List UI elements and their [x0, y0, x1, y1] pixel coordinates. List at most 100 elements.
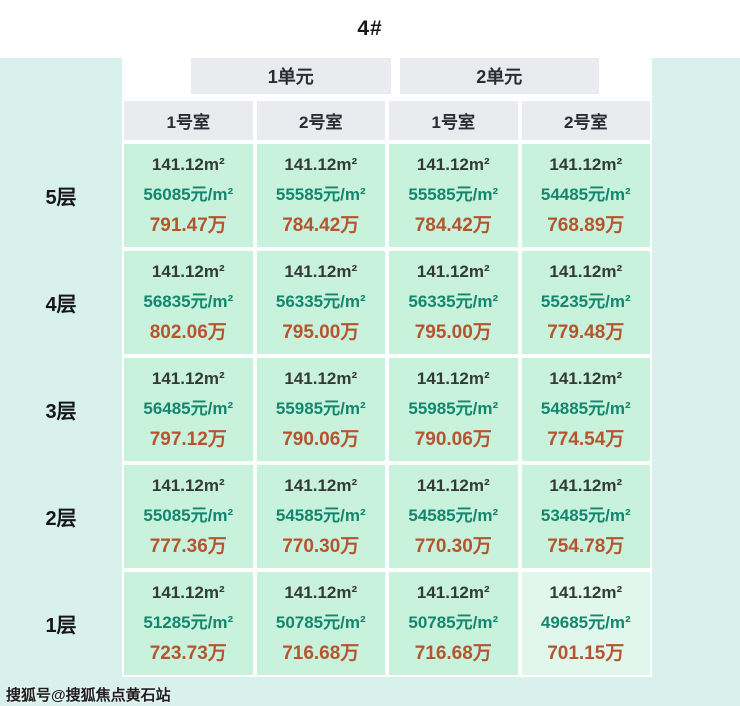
cell-price: 56085元/m²: [143, 184, 234, 204]
floor-label: 4层: [45, 294, 77, 316]
header-spacer: [0, 99, 122, 142]
cell-total: 701.15万: [547, 642, 625, 664]
cell-area: 141.12m²: [151, 368, 225, 388]
cell-area: 141.12m²: [284, 154, 358, 174]
cell-price: 55985元/m²: [275, 398, 366, 418]
title-band: 4#: [0, 0, 740, 58]
cell-area: 141.12m²: [151, 582, 225, 602]
price-cell: 141.12m² 56835元/m² 802.06万: [122, 249, 255, 356]
cell-total: 754.78万: [547, 535, 625, 557]
cell-area: 141.12m²: [284, 368, 358, 388]
cell-total: 768.89万: [547, 214, 625, 236]
cell-total: 716.68万: [282, 642, 360, 664]
cell-area: 141.12m²: [151, 475, 225, 495]
cell-area: 141.12m²: [549, 582, 623, 602]
cell-total: 791.47万: [149, 214, 227, 236]
cell-total: 777.36万: [149, 535, 227, 557]
price-cell: 141.12m² 51285元/m² 723.73万: [122, 570, 255, 677]
room-header: 2号室: [519, 99, 652, 142]
cell-price: 51285元/m²: [143, 612, 234, 632]
cell-price: 56835元/m²: [143, 291, 234, 311]
cell-area: 141.12m²: [284, 475, 358, 495]
room-header: 1号室: [122, 99, 255, 142]
price-cell: 141.12m² 55585元/m² 784.42万: [387, 142, 520, 249]
floor-label: 2层: [45, 508, 77, 530]
cell-price: 55235元/m²: [540, 291, 631, 311]
price-cell: 141.12m² 50785元/m² 716.68万: [254, 570, 387, 677]
cell-area: 141.12m²: [549, 154, 623, 174]
room-header: 2号室: [254, 99, 387, 142]
price-cell: 141.12m² 54585元/m² 770.30万: [387, 463, 520, 570]
price-cell: 141.12m² 55235元/m² 779.48万: [519, 249, 652, 356]
price-cell: 141.12m² 55985元/m² 790.06万: [254, 356, 387, 463]
price-cell: 141.12m² 49685元/m² 701.15万: [519, 570, 652, 677]
price-cell: 141.12m² 55085元/m² 777.36万: [122, 463, 255, 570]
cell-price: 54585元/m²: [275, 505, 366, 525]
cell-total: 795.00万: [282, 321, 360, 343]
cell-price: 50785元/m²: [275, 612, 366, 632]
cell-price: 56335元/m²: [275, 291, 366, 311]
floor-label: 5层: [45, 187, 77, 209]
cell-total: 784.42万: [282, 214, 360, 236]
cell-price: 55085元/m²: [143, 505, 234, 525]
price-grid: 1号室 2号室 1号室 2号室 5层 141.12m² 56085元/m² 79…: [0, 99, 652, 677]
cell-total: 774.54万: [547, 428, 625, 450]
cell-area: 141.12m²: [416, 368, 490, 388]
cell-total: 790.06万: [414, 428, 492, 450]
cell-total: 716.68万: [414, 642, 492, 664]
price-cell: 141.12m² 55585元/m² 784.42万: [254, 142, 387, 249]
price-cell: 141.12m² 55985元/m² 790.06万: [387, 356, 520, 463]
cell-area: 141.12m²: [416, 261, 490, 281]
cell-total: 795.00万: [414, 321, 492, 343]
cell-area: 141.12m²: [549, 261, 623, 281]
unit-header-2: 2单元: [399, 58, 599, 94]
cell-price: 49685元/m²: [540, 612, 631, 632]
price-cell: 141.12m² 56335元/m² 795.00万: [254, 249, 387, 356]
unit-header-row: 1单元 2单元: [0, 58, 652, 99]
price-cell: 141.12m² 54485元/m² 768.89万: [519, 142, 652, 249]
cell-area: 141.12m²: [416, 475, 490, 495]
cell-total: 790.06万: [282, 428, 360, 450]
cell-price: 55585元/m²: [275, 184, 366, 204]
cell-area: 141.12m²: [284, 582, 358, 602]
cell-total: 802.06万: [149, 321, 227, 343]
price-cell: 141.12m² 56485元/m² 797.12万: [122, 356, 255, 463]
cell-area: 141.12m²: [549, 475, 623, 495]
watermark: 搜狐号@搜狐焦点黄石站: [6, 687, 171, 704]
cell-total: 797.12万: [149, 428, 227, 450]
floor-label: 1层: [45, 615, 77, 637]
price-cell: 141.12m² 50785元/m² 716.68万: [387, 570, 520, 677]
cell-price: 54485元/m²: [540, 184, 631, 204]
floor-label: 3层: [45, 401, 77, 423]
cell-total: 779.48万: [547, 321, 625, 343]
price-cell: 141.12m² 54885元/m² 774.54万: [519, 356, 652, 463]
price-cell: 141.12m² 56335元/m² 795.00万: [387, 249, 520, 356]
corner-spacer: [0, 58, 122, 99]
cell-price: 50785元/m²: [408, 612, 499, 632]
cell-area: 141.12m²: [151, 261, 225, 281]
cell-area: 141.12m²: [416, 154, 490, 174]
price-cell: 141.12m² 54585元/m² 770.30万: [254, 463, 387, 570]
cell-price: 54885元/m²: [540, 398, 631, 418]
cell-area: 141.12m²: [416, 582, 490, 602]
cell-area: 141.12m²: [151, 154, 225, 174]
cell-price: 56335元/m²: [408, 291, 499, 311]
cell-area: 141.12m²: [284, 261, 358, 281]
room-header: 1号室: [387, 99, 520, 142]
cell-price: 55585元/m²: [408, 184, 499, 204]
cell-total: 784.42万: [414, 214, 492, 236]
cell-total: 723.73万: [149, 642, 227, 664]
unit-header-1: 1单元: [191, 58, 391, 94]
cell-price: 55985元/m²: [408, 398, 499, 418]
cell-area: 141.12m²: [549, 368, 623, 388]
price-cell: 141.12m² 56085元/m² 791.47万: [122, 142, 255, 249]
cell-price: 53485元/m²: [540, 505, 631, 525]
cell-price: 54585元/m²: [408, 505, 499, 525]
unit-tabs: 1单元 2单元: [122, 58, 652, 99]
price-table: 1单元 2单元 1号室 2号室 1号室 2号室 5层 141.12m² 5608…: [0, 58, 652, 677]
price-cell: 141.12m² 53485元/m² 754.78万: [519, 463, 652, 570]
cell-total: 770.30万: [282, 535, 360, 557]
cell-price: 56485元/m²: [143, 398, 234, 418]
page-title: 4#: [357, 17, 383, 40]
cell-total: 770.30万: [414, 535, 492, 557]
